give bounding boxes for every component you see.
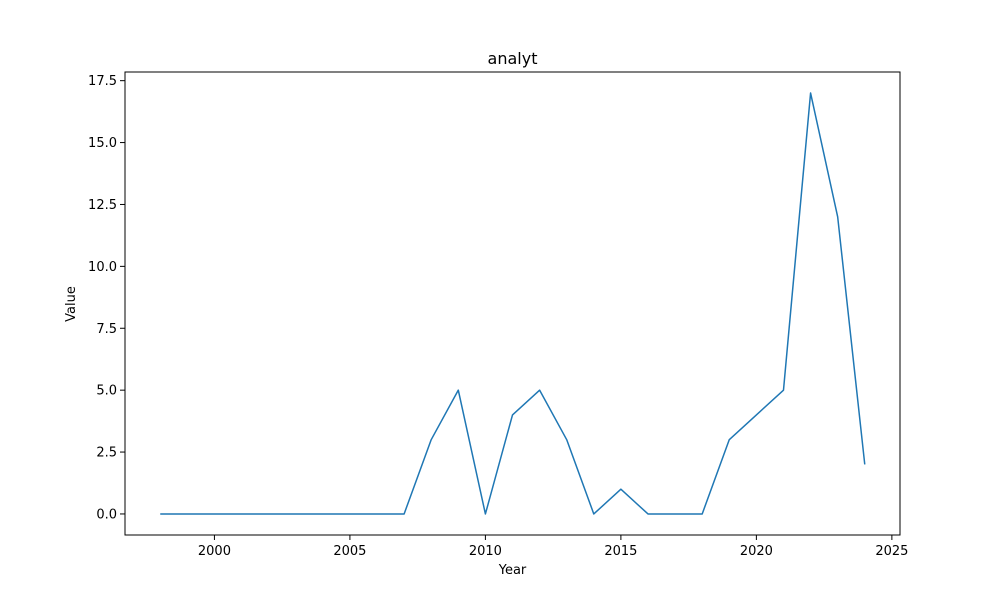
plot-frame xyxy=(124,71,901,536)
x-axis-label: Year xyxy=(498,563,527,578)
plot-area: 2000 2005 2010 2015 2020 2025 0.0 2.5 5.0 7.5 10.0… xyxy=(88,71,908,559)
y-tick-label-10.0: 10.0 xyxy=(88,260,117,275)
y-tick-label-0.0: 0.0 xyxy=(96,507,117,522)
series-line-0 xyxy=(160,92,866,515)
y-tick-label-12.5: 12.5 xyxy=(88,198,117,213)
x-tick-label-2020: 2020 xyxy=(740,544,773,559)
x-tick-label-2010: 2010 xyxy=(469,544,502,559)
y-tick-label-15.0: 15.0 xyxy=(88,136,117,151)
y-tick-label-5.0: 5.0 xyxy=(96,384,117,399)
x-tick-label-2005: 2005 xyxy=(333,544,366,559)
y-tick-label-17.5: 17.5 xyxy=(88,74,117,89)
chart-title: analyt xyxy=(488,49,538,68)
x-tick-label-2025: 2025 xyxy=(875,544,908,559)
x-tick-label-2000: 2000 xyxy=(198,544,231,559)
y-tick-label-2.5: 2.5 xyxy=(96,446,117,461)
y-axis-label: Value xyxy=(64,286,79,322)
x-tick-label-2015: 2015 xyxy=(604,544,637,559)
y-tick-label-7.5: 7.5 xyxy=(96,322,117,337)
